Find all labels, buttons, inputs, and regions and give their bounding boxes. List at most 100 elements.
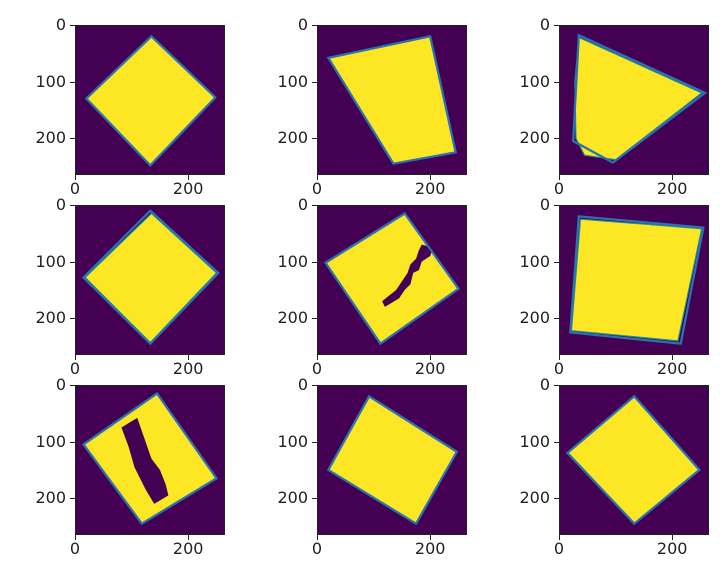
y-tick-mark xyxy=(554,25,559,26)
x-tick-mark xyxy=(317,535,318,540)
y-tick-label: 0 xyxy=(297,15,308,34)
x-tick-label: 0 xyxy=(553,359,565,378)
mask-image xyxy=(559,25,709,175)
y-tick-label: 100 xyxy=(277,71,308,91)
subplot-1: 0 100 200 0 200 xyxy=(35,16,225,198)
mask-image xyxy=(75,385,225,535)
y-tick-mark xyxy=(312,138,317,140)
mask-image xyxy=(559,205,709,355)
y-tick-mark xyxy=(554,261,559,263)
x-tick-mark xyxy=(430,175,432,180)
y-tick-label: 200 xyxy=(35,488,66,508)
x-tick-label: 200 xyxy=(656,359,688,378)
x-tick-label: 0 xyxy=(311,359,323,378)
x-tick-mark xyxy=(317,355,318,360)
y-tick-label: 200 xyxy=(35,308,66,328)
x-tick-label: 200 xyxy=(414,179,446,198)
y-tick-label: 0 xyxy=(297,195,308,214)
y-tick-label: 100 xyxy=(277,251,308,271)
x-tick-mark xyxy=(75,175,76,180)
y-tick-mark xyxy=(70,81,75,83)
y-tick-mark xyxy=(312,261,317,263)
y-tick-mark xyxy=(312,441,317,443)
y-tick-mark xyxy=(70,25,75,26)
y-tick-label: 200 xyxy=(519,128,550,148)
mask-image xyxy=(75,205,225,355)
outline-polygon xyxy=(569,215,705,345)
x-tick-label: 0 xyxy=(311,179,323,198)
x-tick-mark xyxy=(430,535,432,540)
y-tick-mark xyxy=(70,261,75,263)
y-tick-mark xyxy=(312,25,317,26)
mask-region xyxy=(570,218,703,342)
x-tick-mark xyxy=(559,355,560,360)
y-tick-mark xyxy=(312,498,317,500)
x-tick-label: 0 xyxy=(69,539,81,558)
y-tick-mark xyxy=(554,81,559,83)
mask-image xyxy=(559,385,709,535)
y-tick-mark xyxy=(554,138,559,140)
y-tick-mark xyxy=(312,205,317,206)
y-tick-mark xyxy=(70,318,75,320)
x-tick-label: 0 xyxy=(553,539,565,558)
y-tick-mark xyxy=(554,385,559,386)
y-tick-label: 100 xyxy=(277,431,308,451)
x-tick-label: 200 xyxy=(172,539,204,558)
y-tick-mark xyxy=(70,205,75,206)
x-tick-mark xyxy=(672,175,674,180)
x-tick-label: 200 xyxy=(414,359,446,378)
outline-polygon xyxy=(323,211,461,346)
x-tick-mark xyxy=(188,355,190,360)
x-tick-mark xyxy=(75,535,76,540)
y-tick-label: 200 xyxy=(277,488,308,508)
subplot-2: 0 100 200 0 200 xyxy=(277,16,467,198)
outline-polygon xyxy=(565,394,702,526)
x-tick-label: 200 xyxy=(656,179,688,198)
subplot-6: 0 100 200 0 200 xyxy=(519,196,709,378)
y-tick-mark xyxy=(70,138,75,140)
subplot-8: 0 100 200 0 200 xyxy=(277,376,467,558)
x-tick-mark xyxy=(188,175,190,180)
x-tick-label: 200 xyxy=(656,539,688,558)
y-tick-label: 100 xyxy=(35,71,66,91)
y-tick-label: 100 xyxy=(35,251,66,271)
x-tick-label: 200 xyxy=(414,539,446,558)
y-tick-mark xyxy=(554,441,559,443)
mask-image xyxy=(317,385,467,535)
y-tick-mark xyxy=(312,318,317,320)
mask-image xyxy=(317,205,467,355)
y-tick-mark xyxy=(70,498,75,500)
x-tick-mark xyxy=(317,175,318,180)
y-tick-mark xyxy=(70,385,75,386)
y-tick-label: 100 xyxy=(519,251,550,271)
x-tick-label: 0 xyxy=(69,359,81,378)
y-tick-label: 100 xyxy=(519,71,550,91)
outline-polygon xyxy=(84,34,217,168)
mask-hole xyxy=(121,417,169,504)
y-tick-label: 100 xyxy=(519,431,550,451)
x-tick-label: 0 xyxy=(553,179,565,198)
y-tick-mark xyxy=(312,81,317,83)
x-tick-label: 200 xyxy=(172,359,204,378)
x-tick-mark xyxy=(559,535,560,540)
x-tick-mark xyxy=(75,355,76,360)
y-tick-label: 200 xyxy=(519,488,550,508)
y-tick-label: 200 xyxy=(519,308,550,328)
subplot-4: 0 100 200 0 200 xyxy=(35,196,225,378)
y-tick-label: 200 xyxy=(35,128,66,148)
outline-polygon xyxy=(81,391,219,526)
subplot-9: 0 100 200 0 200 xyxy=(519,376,709,558)
y-tick-label: 0 xyxy=(297,375,308,394)
mask-image xyxy=(317,25,467,175)
y-tick-mark xyxy=(312,385,317,386)
y-tick-label: 200 xyxy=(277,128,308,148)
subplot-7: 0 100 200 0 200 xyxy=(35,376,225,558)
y-tick-mark xyxy=(554,205,559,206)
x-tick-label: 0 xyxy=(311,539,323,558)
mask-hole xyxy=(382,244,434,307)
y-tick-mark xyxy=(70,441,75,443)
y-tick-label: 0 xyxy=(55,15,66,34)
y-tick-label: 0 xyxy=(55,375,66,394)
y-tick-label: 0 xyxy=(539,195,550,214)
x-tick-mark xyxy=(188,535,190,540)
